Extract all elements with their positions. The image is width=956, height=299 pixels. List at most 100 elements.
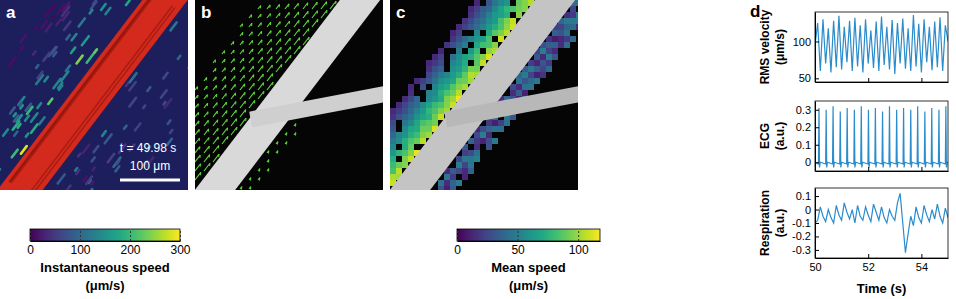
flow-arrow: [258, 5, 261, 9]
flow-arrow: [267, 82, 273, 90]
heat-cell: [456, 24, 462, 30]
flow-arrow-head: [272, 65, 273, 68]
flow-arrow-head: [199, 138, 200, 141]
flow-arrow: [213, 111, 217, 117]
heat-cell: [480, 42, 486, 48]
flow-arrow: [231, 76, 235, 81]
flow-arrow-head: [216, 94, 217, 97]
heat-cell: [444, 96, 450, 102]
flow-arrow: [240, 84, 245, 90]
flow-arrow-head: [243, 58, 244, 61]
tick-label: 0.1: [796, 190, 811, 202]
heat-cell: [510, 18, 516, 24]
flow-arrow-head: [307, 11, 308, 14]
flow-arrow: [258, 178, 260, 180]
track: [78, 154, 80, 157]
flow-arrow: [195, 129, 199, 135]
flow-arrow-head: [268, 160, 269, 163]
heat-cell: [534, 60, 540, 66]
tick-label: 0: [27, 243, 34, 257]
flow-arrow: [195, 155, 200, 162]
flow-arrow-head: [225, 93, 226, 96]
flow-arrow-head: [235, 93, 236, 96]
heat-cell: [480, 24, 486, 30]
heat-cell: [474, 60, 480, 66]
track: [170, 130, 172, 133]
tick-mark: [30, 229, 31, 241]
heat-cell: [462, 24, 468, 30]
flow-arrow: [222, 128, 227, 135]
track: [66, 35, 69, 39]
heat-cell: [534, 54, 540, 60]
heat-cell: [444, 186, 450, 190]
heat-cell: [396, 162, 402, 168]
heat-cell: [522, 90, 528, 96]
flow-arrow-head: [206, 77, 207, 80]
heat-cell: [534, 72, 540, 78]
heat-cell: [462, 156, 468, 162]
heat-cell: [414, 102, 420, 108]
flow-arrow-head: [209, 163, 210, 166]
heat-cell: [486, 18, 492, 24]
image-panel: c050100Mean speed(μm/s): [373, 0, 631, 293]
flow-arrow-head: [245, 118, 246, 121]
flow-arrow-head: [260, 5, 261, 8]
heat-cell: [510, 90, 516, 96]
track: [48, 99, 52, 104]
heat-cell: [480, 60, 486, 66]
flow-arrow: [204, 146, 209, 153]
heat-cell: [456, 84, 462, 90]
heat-cell: [402, 162, 408, 168]
flow-arrow-head: [200, 172, 201, 175]
heat-cell: [450, 54, 456, 60]
track: [56, 19, 60, 25]
heat-cell: [432, 90, 438, 96]
heat-cell: [474, 36, 480, 42]
flow-arrow: [267, 31, 271, 36]
heat-cell: [450, 84, 456, 90]
heat-cell: [456, 156, 462, 162]
track: [94, 49, 97, 53]
tick-mark: [815, 145, 819, 146]
track: [18, 97, 24, 105]
heat-cell: [432, 78, 438, 84]
flow-arrow: [231, 84, 235, 90]
flow-arrow-head: [260, 14, 261, 17]
flow-arrow-head: [269, 5, 270, 8]
tick-mark: [815, 196, 819, 197]
flow-arrow-head: [208, 129, 209, 132]
heat-cell: [432, 84, 438, 90]
heat-cell: [402, 108, 408, 114]
heat-cell: [426, 66, 432, 72]
axis-line: [816, 258, 949, 259]
heat-cell: [450, 60, 456, 66]
heat-cell: [390, 138, 396, 144]
heat-cell: [420, 138, 426, 144]
heat-cell: [486, 24, 492, 30]
track: [82, 36, 89, 45]
axis-line: [816, 171, 949, 172]
tick: 0.1: [796, 139, 819, 151]
heat-cell: [570, 36, 576, 42]
flow-arrow: [294, 46, 300, 54]
heat-cell: [480, 138, 486, 144]
heat-cell: [474, 18, 480, 24]
heat-cell: [480, 126, 486, 132]
flow-arrow-head: [215, 77, 216, 80]
tick-label: 0.1: [796, 139, 811, 151]
flow-arrow-head: [207, 103, 208, 106]
heat-cell: [486, 36, 492, 42]
flow-arrow: [303, 28, 309, 36]
tick: 0.2: [796, 121, 819, 133]
heat-cell: [510, 6, 516, 12]
heat-cell: [402, 144, 408, 150]
flow-arrow: [231, 67, 235, 72]
heat-cell: [492, 6, 498, 12]
tick: [868, 78, 869, 82]
flow-arrow-head: [254, 100, 255, 103]
tick: 52: [863, 254, 875, 273]
heat-cell: [486, 12, 492, 18]
track: [143, 106, 145, 108]
track: [76, 170, 79, 174]
track: [89, 189, 92, 190]
